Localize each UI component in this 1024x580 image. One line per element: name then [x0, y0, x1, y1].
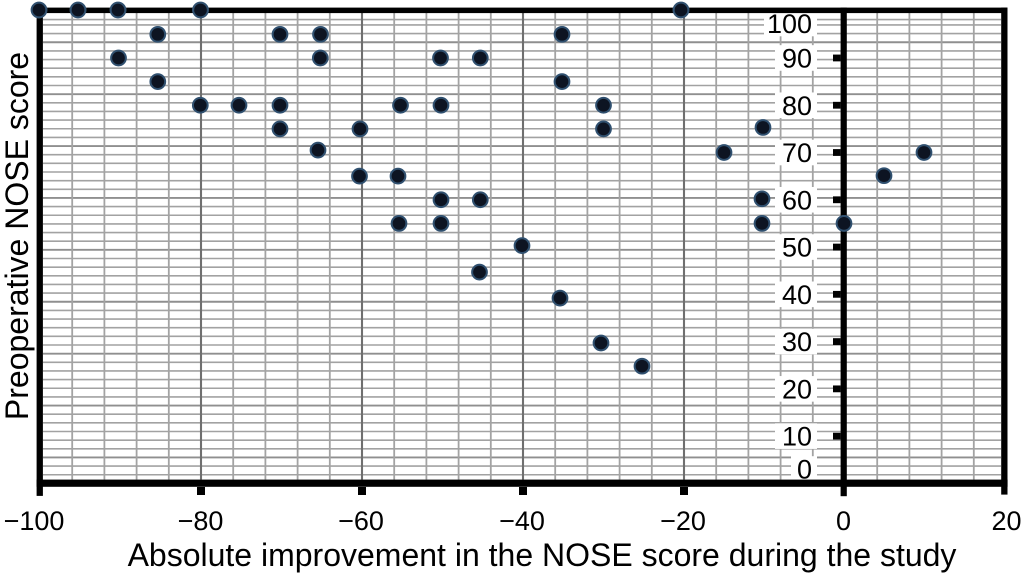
svg-text:80: 80 [782, 91, 812, 121]
svg-text:90: 90 [782, 44, 812, 74]
svg-text:10: 10 [782, 422, 812, 452]
svg-text:Preoperative NOSE score: Preoperative NOSE score [0, 52, 35, 420]
svg-text:Absolute improvement in the NO: Absolute improvement in the NOSE score d… [128, 537, 957, 573]
svg-text:40: 40 [782, 280, 812, 310]
svg-text:−60: −60 [338, 506, 384, 536]
svg-text:20: 20 [991, 506, 1021, 536]
svg-text:−20: −20 [660, 506, 706, 536]
svg-text:−40: −40 [499, 506, 545, 536]
svg-text:−80: −80 [178, 506, 224, 536]
svg-text:0: 0 [836, 506, 851, 536]
svg-text:70: 70 [782, 138, 812, 168]
svg-text:30: 30 [782, 327, 812, 357]
svg-text:0: 0 [797, 455, 812, 485]
svg-text:50: 50 [782, 233, 812, 263]
svg-text:60: 60 [782, 185, 812, 215]
svg-text:100: 100 [767, 9, 812, 39]
svg-text:20: 20 [782, 374, 812, 404]
svg-text:−100: −100 [4, 506, 65, 536]
